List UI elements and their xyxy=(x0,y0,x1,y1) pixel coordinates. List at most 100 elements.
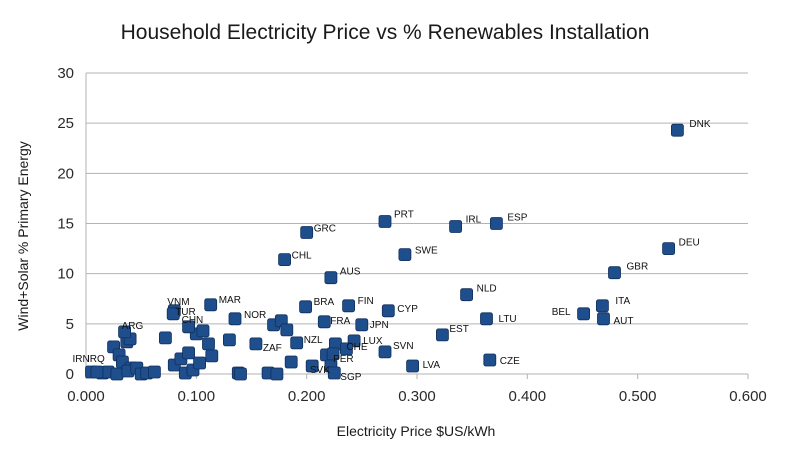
data-point xyxy=(182,346,196,360)
data-point xyxy=(193,356,207,370)
data-point-chl xyxy=(278,253,292,267)
y-tick-labels: 0 5 10 15 20 25 30 xyxy=(57,65,74,383)
data-point-zaf xyxy=(249,337,263,351)
x-tick-label: 0.100 xyxy=(178,388,216,405)
point-label-cyp: CYP xyxy=(397,304,418,315)
data-point-est xyxy=(435,328,449,342)
data-point-fra xyxy=(317,315,331,329)
y-tick-label: 20 xyxy=(57,165,74,182)
point-label-aut: AUT xyxy=(614,316,634,327)
point-label-mar: MAR xyxy=(219,295,241,306)
data-point-cze xyxy=(483,353,497,367)
point-label-prt: PRT xyxy=(394,210,414,221)
data-point-esp xyxy=(489,217,503,230)
data-point-tur xyxy=(166,307,180,321)
data-point-mar xyxy=(204,298,218,312)
point-label-ltu: LTU xyxy=(499,314,517,325)
point-label-irn: IRN xyxy=(73,354,90,365)
data-point-ltu xyxy=(480,312,493,326)
point-label-esp: ESP xyxy=(507,213,527,224)
y-tick-label: 5 xyxy=(66,316,74,333)
point-label-cze: CZE xyxy=(500,356,520,367)
data-point-bel xyxy=(577,307,590,321)
data-point-sgp xyxy=(327,366,341,380)
data-point xyxy=(196,324,210,338)
data-point-ita xyxy=(596,299,609,313)
x-tick-label: 0.300 xyxy=(398,388,436,405)
data-point-jpn xyxy=(355,318,369,332)
x-tick-label: 0.400 xyxy=(509,388,547,405)
data-point-deu xyxy=(662,242,675,256)
point-label-bel: BEL xyxy=(552,307,571,318)
point-label-bra: BRA xyxy=(314,297,335,308)
point-label-fin: FIN xyxy=(358,296,374,307)
x-tick-label: 0.200 xyxy=(288,388,326,405)
point-label-arg: ARG xyxy=(122,321,144,332)
x-tick-label: 0.500 xyxy=(619,388,657,405)
data-point-lva xyxy=(406,359,420,373)
point-label-est: EST xyxy=(449,324,468,335)
data-point-cyp xyxy=(381,304,395,318)
point-label-irl: IRL xyxy=(466,215,482,226)
data-point-irl xyxy=(449,220,463,233)
point-label-nld: NLD xyxy=(477,284,497,295)
data-point-aus xyxy=(324,271,338,285)
point-label-nzl: NZL xyxy=(304,335,323,346)
data-points xyxy=(85,123,684,381)
data-point xyxy=(305,359,319,373)
y-tick-label: 30 xyxy=(57,65,74,82)
point-label-gbr: GBR xyxy=(627,262,649,273)
point-label-chn: CHN xyxy=(182,315,204,326)
point-label-grc: GRC xyxy=(314,224,336,235)
chart-title: Household Electricity Price vs % Renewab… xyxy=(121,21,650,44)
point-label-ita: ITA xyxy=(615,296,630,307)
gridlines xyxy=(85,72,749,379)
point-label-jpn: JPN xyxy=(370,320,389,331)
y-tick-label: 15 xyxy=(57,216,74,233)
data-point xyxy=(270,367,284,381)
point-labels: DNK PRT IRL ESP GRC DEU SWE CHL GBR AUS NLD ITA MAR V… xyxy=(73,119,711,383)
y-tick-label: 10 xyxy=(57,266,74,283)
point-label-che: CHE xyxy=(346,342,367,353)
data-point xyxy=(280,323,294,337)
point-label-vnm: VNM xyxy=(167,297,189,308)
data-point-swe xyxy=(398,248,412,262)
data-point-prt xyxy=(378,215,392,228)
data-point xyxy=(202,337,215,351)
data-point-svn xyxy=(378,345,392,359)
data-point-irq xyxy=(90,365,104,379)
data-point-arg xyxy=(118,325,131,339)
point-label-per: PER xyxy=(333,354,354,365)
data-point-nld xyxy=(460,288,474,302)
data-point xyxy=(158,331,172,345)
data-point-grc xyxy=(300,226,314,239)
point-label-tur: TUR xyxy=(175,307,196,318)
data-point-chn xyxy=(182,320,196,334)
data-point xyxy=(284,355,298,369)
data-point-dnk xyxy=(671,123,684,137)
x-axis-label: Electricity Price $US/kWh xyxy=(337,423,496,439)
x-tick-labels: 0.000 0.100 0.200 0.300 0.400 0.500 0.600 xyxy=(67,388,767,405)
point-label-irq: IRQ xyxy=(87,354,105,365)
data-point-fin xyxy=(342,299,356,313)
data-point xyxy=(222,333,236,347)
data-point xyxy=(234,367,247,381)
point-label-svk: SVK xyxy=(310,365,330,376)
point-label-swe: SWE xyxy=(415,246,438,257)
data-point-nzl xyxy=(290,336,304,350)
point-label-sgp: SGP xyxy=(340,372,361,383)
point-label-deu: DEU xyxy=(679,238,700,249)
data-point-aut xyxy=(597,312,610,326)
data-point-che xyxy=(339,342,353,356)
data-point-nor xyxy=(228,312,242,326)
point-label-fra: FRA xyxy=(330,316,350,327)
x-tick-label: 0.000 xyxy=(67,388,105,405)
point-label-svn: SVN xyxy=(393,341,414,352)
point-label-lux: LUX xyxy=(363,336,383,347)
data-point-gbr xyxy=(608,266,621,280)
point-label-nor: NOR xyxy=(244,310,266,321)
data-point xyxy=(205,349,219,363)
y-axis-label: Wind+Solar % Primary Energy xyxy=(15,141,31,330)
point-label-dnk: DNK xyxy=(689,119,710,130)
